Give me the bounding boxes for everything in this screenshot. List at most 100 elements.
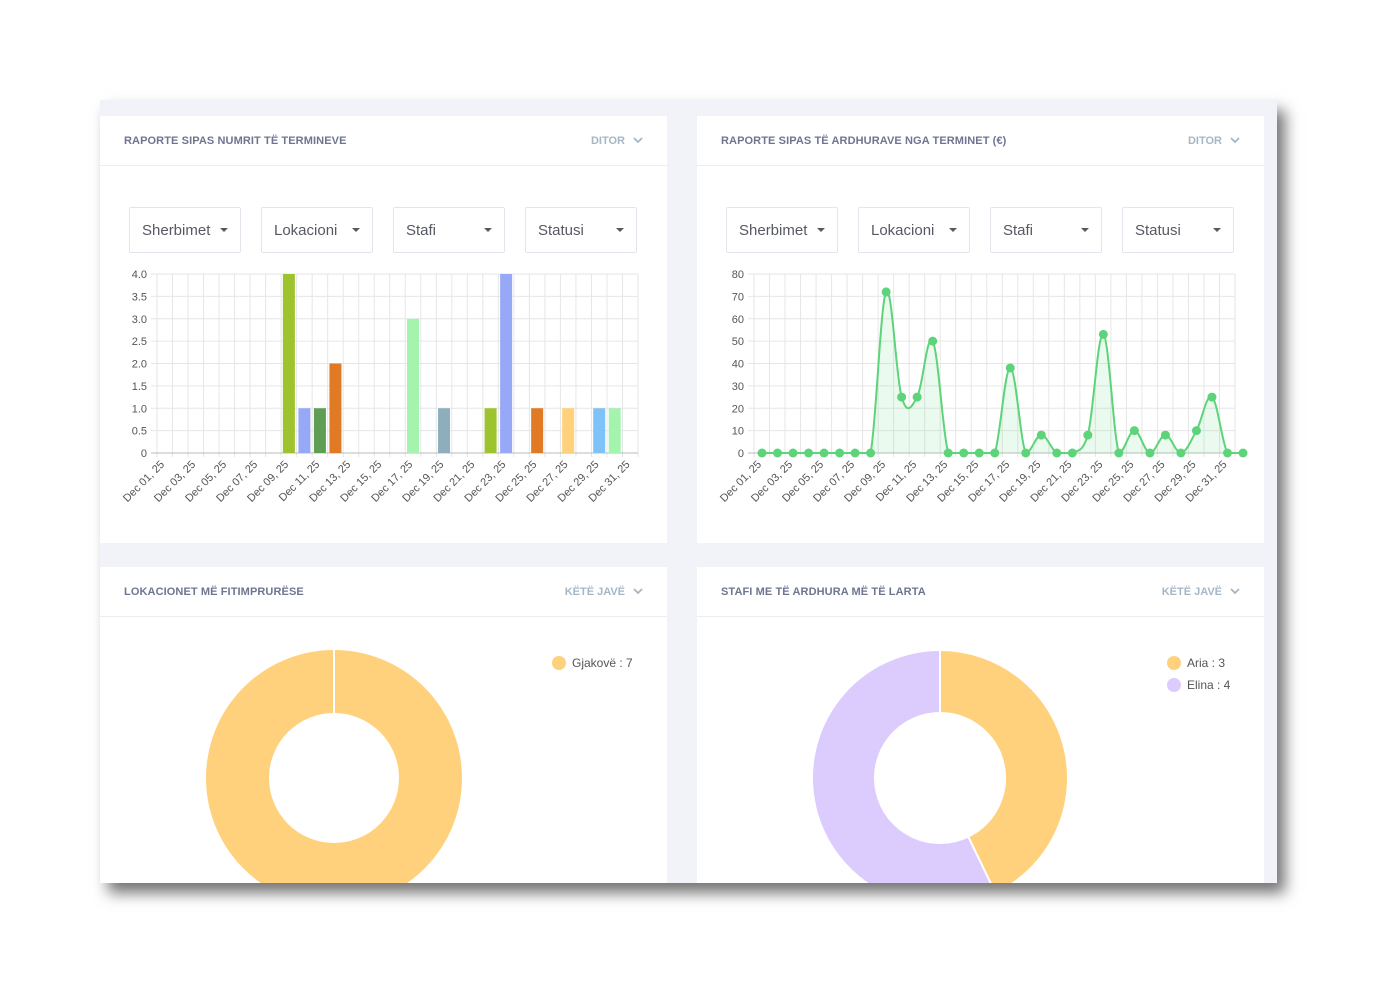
filter-staff-select[interactable]: Stafi xyxy=(393,207,505,253)
data-point[interactable] xyxy=(1114,448,1124,458)
data-point[interactable] xyxy=(1083,430,1093,440)
data-point[interactable] xyxy=(1021,448,1031,458)
data-point[interactable] xyxy=(990,448,1000,458)
data-point[interactable] xyxy=(788,448,798,458)
bar[interactable] xyxy=(313,408,326,453)
card-header: LOKACIONET MË FITIMPRURËSE KËTË JAVË xyxy=(100,567,667,617)
bar[interactable] xyxy=(531,408,544,453)
chart-legend: Aria : 3 Elina : 4 xyxy=(1167,656,1230,692)
data-point[interactable] xyxy=(1036,430,1046,440)
data-point[interactable] xyxy=(835,448,845,458)
filter-services-select[interactable]: Sherbimet xyxy=(726,207,838,253)
filter-services-select[interactable]: Sherbimet xyxy=(129,207,241,253)
period-label: DITOR xyxy=(590,134,625,147)
bar[interactable] xyxy=(298,408,311,453)
y-tick-label: 80 xyxy=(732,269,744,281)
filter-location-select[interactable]: Lokacioni xyxy=(858,207,970,253)
y-tick-label: 1.0 xyxy=(132,403,147,415)
card-header: STAFI ME TË ARDHURA MË TË LARTA KËTË JAV… xyxy=(697,567,1264,617)
y-tick-label: 3.5 xyxy=(132,291,147,303)
period-dropdown[interactable]: KËTË JAVË xyxy=(1162,586,1240,598)
bar[interactable] xyxy=(438,408,451,453)
data-point[interactable] xyxy=(804,448,814,458)
period-dropdown[interactable]: DITOR xyxy=(591,135,643,147)
staff-donut-chart xyxy=(811,648,1069,883)
data-point[interactable] xyxy=(1160,430,1170,440)
bar[interactable] xyxy=(562,408,575,453)
y-tick-label: 40 xyxy=(732,359,744,371)
y-tick-label: 60 xyxy=(732,314,744,326)
data-point[interactable] xyxy=(1098,329,1108,339)
top-staff-card: STAFI ME TË ARDHURA MË TË LARTA KËTË JAV… xyxy=(697,567,1264,883)
legend-item[interactable]: Gjakovë : 7 xyxy=(552,656,633,670)
card-header: RAPORTE SIPAS NUMRIT TË TERMINEVE DITOR xyxy=(100,116,667,166)
caret-down-icon xyxy=(484,228,492,232)
caret-down-icon xyxy=(817,228,825,232)
card-title: RAPORTE SIPAS NUMRIT TË TERMINEVE xyxy=(124,134,347,147)
bar[interactable] xyxy=(282,274,295,453)
y-tick-label: 0 xyxy=(141,448,147,460)
data-point[interactable] xyxy=(959,448,969,458)
legend-item[interactable]: Aria : 3 xyxy=(1167,656,1230,670)
legend-swatch xyxy=(1167,678,1181,692)
legend-label: Gjakovë : 7 xyxy=(572,656,633,670)
data-point[interactable] xyxy=(1129,426,1139,436)
period-label: KËTË JAVË xyxy=(564,585,625,598)
data-point[interactable] xyxy=(1052,448,1062,458)
data-point[interactable] xyxy=(1222,448,1232,458)
filter-staff-select[interactable]: Stafi xyxy=(990,207,1102,253)
filter-label: Sherbimet xyxy=(142,221,211,239)
filter-location-select[interactable]: Lokacioni xyxy=(261,207,373,253)
data-point[interactable] xyxy=(757,448,767,458)
bar[interactable] xyxy=(329,363,342,454)
filter-status-select[interactable]: Statusi xyxy=(1122,207,1234,253)
data-point[interactable] xyxy=(866,448,876,458)
data-point[interactable] xyxy=(1176,448,1186,458)
bar[interactable] xyxy=(484,408,497,453)
area-fill xyxy=(762,291,1243,453)
filter-label: Stafi xyxy=(1003,221,1034,239)
filter-bar: Sherbimet Lokacioni Stafi Statusi xyxy=(129,207,637,253)
donut-slice-aria[interactable] xyxy=(939,648,1069,883)
top-locations-card: LOKACIONET MË FITIMPRURËSE KËTË JAVË Gja… xyxy=(100,567,667,883)
y-tick-label: 2.5 xyxy=(132,336,147,348)
caret-down-icon xyxy=(1081,228,1089,232)
card-header: RAPORTE SIPAS TË ARDHURAVE NGA TERMINET … xyxy=(697,116,1264,166)
bar[interactable] xyxy=(500,274,513,453)
data-point[interactable] xyxy=(912,392,922,402)
data-point[interactable] xyxy=(928,336,938,346)
card-title: STAFI ME TË ARDHURA MË TË LARTA xyxy=(721,585,926,598)
data-point[interactable] xyxy=(897,392,907,402)
appointments-count-card: RAPORTE SIPAS NUMRIT TË TERMINEVE DITOR … xyxy=(100,116,667,543)
filter-label: Lokacioni xyxy=(871,221,935,239)
donut-slice-elina[interactable] xyxy=(811,648,996,883)
y-tick-label: 3.0 xyxy=(132,314,147,326)
data-point[interactable] xyxy=(1067,448,1077,458)
data-point[interactable] xyxy=(943,448,953,458)
data-point[interactable] xyxy=(850,448,860,458)
legend-item[interactable]: Elina : 4 xyxy=(1167,678,1230,692)
filter-status-select[interactable]: Statusi xyxy=(525,207,637,253)
y-tick-label: 2.0 xyxy=(132,359,147,371)
bar[interactable] xyxy=(608,408,621,453)
period-label: DITOR xyxy=(1187,134,1222,147)
data-point[interactable] xyxy=(881,287,891,297)
bar[interactable] xyxy=(407,318,420,453)
data-point[interactable] xyxy=(819,448,829,458)
data-point[interactable] xyxy=(1191,426,1201,436)
period-dropdown[interactable]: DITOR xyxy=(1188,135,1240,147)
dashboard-frame: RAPORTE SIPAS NUMRIT TË TERMINEVE DITOR … xyxy=(100,100,1277,883)
y-tick-label: 70 xyxy=(732,291,744,303)
data-point[interactable] xyxy=(773,448,783,458)
y-tick-label: 20 xyxy=(732,403,744,415)
data-point[interactable] xyxy=(1005,363,1015,373)
period-dropdown[interactable]: KËTË JAVË xyxy=(565,586,643,598)
data-point[interactable] xyxy=(1145,448,1155,458)
data-point[interactable] xyxy=(1238,448,1248,458)
data-point[interactable] xyxy=(1207,392,1217,402)
data-point[interactable] xyxy=(974,448,984,458)
filter-label: Sherbimet xyxy=(739,221,808,239)
bar[interactable] xyxy=(593,408,606,453)
